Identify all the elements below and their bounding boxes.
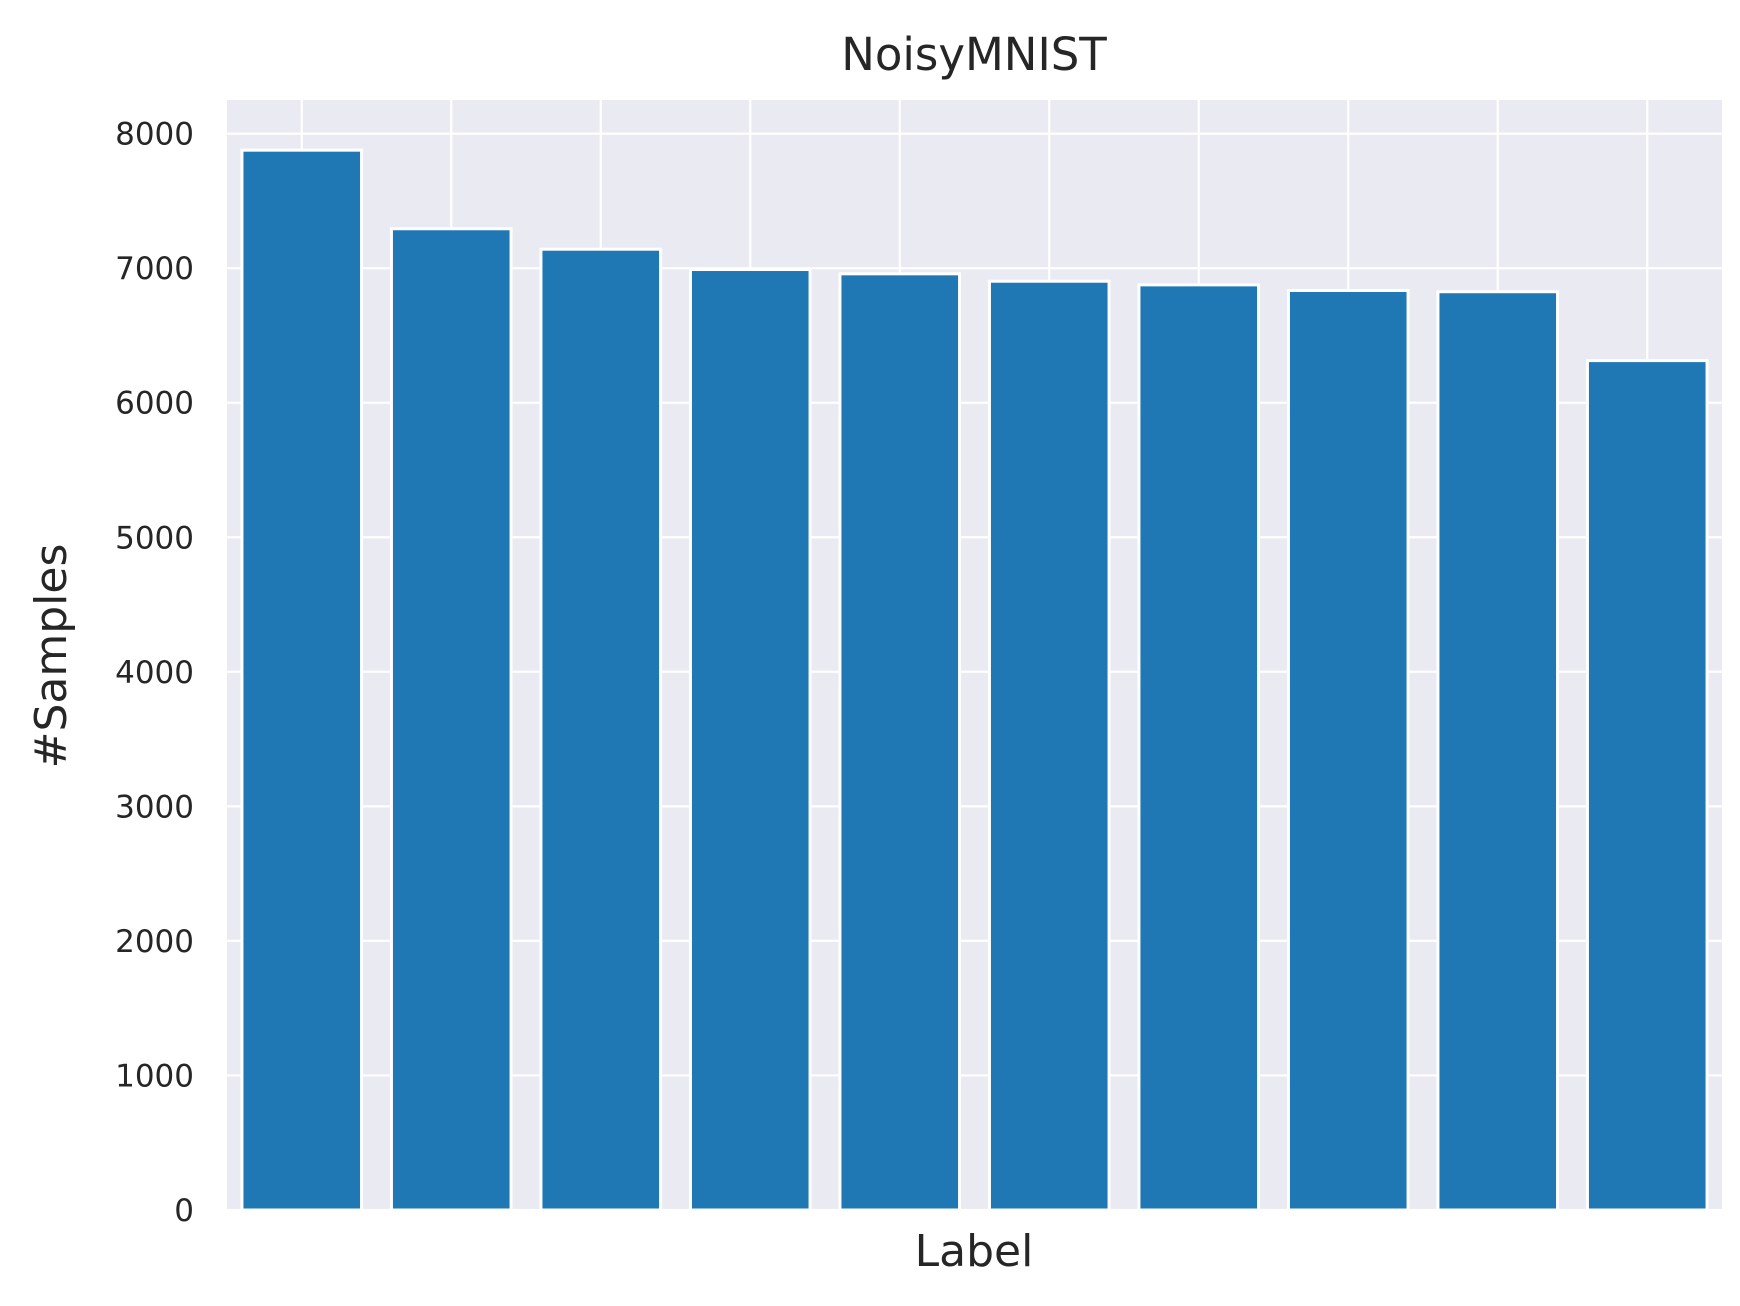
x-axis-title: Label [915, 1226, 1034, 1277]
y-tick-label: 7000 [115, 251, 194, 287]
bar [688, 268, 812, 1212]
y-tick-label: 6000 [115, 386, 194, 422]
y-tick-label: 2000 [115, 924, 194, 960]
bar [987, 279, 1111, 1212]
bar [838, 272, 962, 1212]
y-tick-label: 0 [174, 1193, 194, 1229]
y-tick-label: 5000 [115, 520, 194, 556]
y-tick-label: 8000 [115, 117, 194, 153]
y-tick-label: 3000 [115, 789, 194, 825]
bar [1436, 290, 1560, 1212]
bar [1137, 283, 1261, 1212]
y-tick-label: 1000 [115, 1058, 194, 1094]
bar [389, 227, 513, 1212]
chart-title: NoisyMNIST [841, 28, 1107, 81]
y-axis-ticks: 0 1000 2000 3000 4000 5000 6000 7000 8000 [115, 117, 194, 1229]
y-tick-label: 4000 [115, 655, 194, 691]
bar [1585, 359, 1709, 1212]
y-axis-title: #Samples [26, 544, 77, 769]
bar [240, 148, 364, 1212]
bar [539, 247, 663, 1212]
bar [1286, 289, 1410, 1212]
bars [240, 148, 1709, 1212]
